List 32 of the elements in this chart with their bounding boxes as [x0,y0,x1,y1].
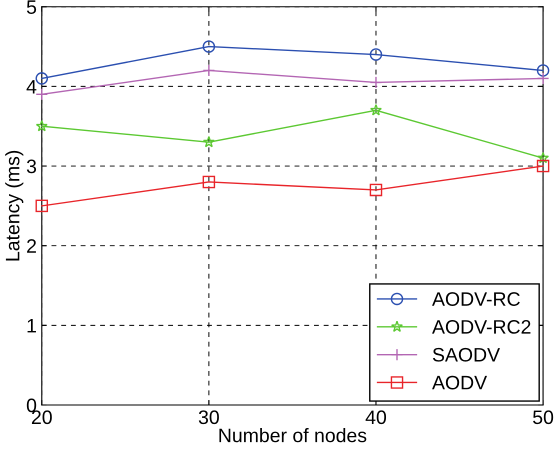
point [537,152,550,164]
y-tick-label: 4 [26,80,36,94]
point [370,104,382,116]
point [536,64,550,77]
point [202,64,216,77]
point [202,176,216,188]
legend-label: AODV-RC2 [432,320,530,334]
point [36,200,48,212]
point [370,76,382,89]
point [36,72,48,85]
x-tick-label: 30 [198,410,219,424]
point [202,40,216,53]
legend-label: AODV [432,376,488,390]
y-tick-label: 3 [26,160,36,174]
point [536,160,550,172]
y-axis-title: Latency (ms) [5,150,24,260]
point [536,72,550,85]
y-tick-label: 2 [27,239,36,253]
y-tick-label: 0 [26,398,36,412]
point [370,48,382,61]
point [202,136,215,148]
point [36,120,48,132]
point [370,184,382,196]
point [36,88,48,101]
x-axis-title: Number of nodes [219,428,366,442]
legend-label: AODV-RC [432,292,520,306]
x-tick-label: 50 [533,410,554,424]
legend-label: SAODV [432,348,500,362]
x-tick-label: 40 [366,410,386,424]
y-tick-label: 5 [26,0,36,14]
x-tick-label: 20 [32,410,52,424]
y-tick-label: 1 [28,319,36,332]
